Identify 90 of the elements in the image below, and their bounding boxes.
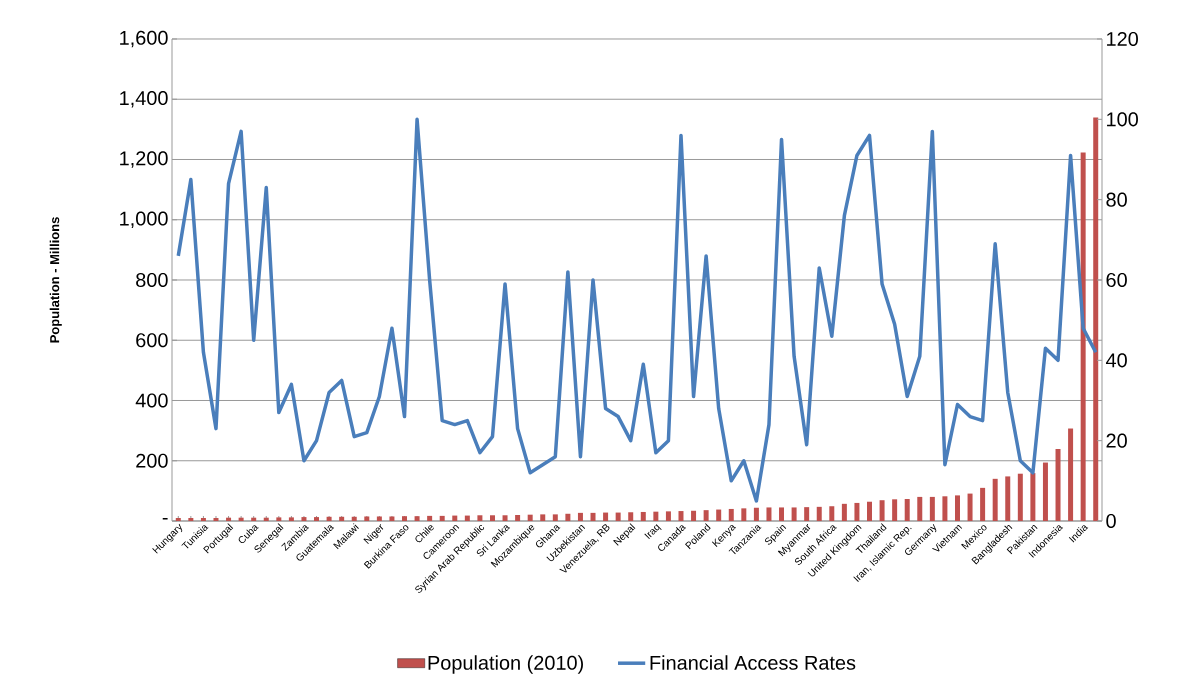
bar bbox=[502, 515, 508, 521]
bar bbox=[942, 496, 948, 521]
bar bbox=[1080, 152, 1086, 521]
bar bbox=[741, 508, 747, 521]
bar bbox=[665, 511, 671, 521]
bar bbox=[489, 515, 495, 521]
bar bbox=[929, 496, 935, 521]
y2-tick-label: 100 bbox=[1107, 112, 1138, 127]
bar bbox=[414, 516, 420, 521]
legend-label: Population (2010) bbox=[428, 655, 583, 674]
bar bbox=[841, 503, 847, 521]
y2-tick-label: 40 bbox=[1105, 353, 1127, 368]
bar bbox=[829, 506, 835, 521]
y2-tick-label: 80 bbox=[1106, 192, 1127, 207]
bar bbox=[364, 516, 370, 521]
y-tick-label: 600 bbox=[136, 333, 168, 348]
bar bbox=[791, 507, 797, 521]
bar bbox=[1030, 473, 1036, 521]
y-tick-label: 1,200 bbox=[120, 151, 168, 168]
bar bbox=[427, 515, 433, 521]
bar bbox=[389, 516, 395, 521]
line-series bbox=[176, 117, 1098, 503]
bar bbox=[351, 516, 357, 521]
bar bbox=[376, 516, 382, 521]
y2-tick-label: 60 bbox=[1106, 272, 1127, 288]
y2-tick-label: 0 bbox=[1106, 513, 1116, 529]
bar bbox=[577, 512, 583, 521]
y-tick-label: 200 bbox=[136, 453, 168, 468]
bar bbox=[753, 507, 759, 521]
bar bbox=[452, 515, 458, 521]
bar bbox=[804, 507, 810, 521]
bar bbox=[314, 517, 320, 521]
bar bbox=[1042, 462, 1048, 521]
bar bbox=[402, 516, 407, 521]
y2-tick-label: 120 bbox=[1107, 31, 1138, 47]
bar bbox=[653, 511, 659, 521]
y-tick-label: 1,400 bbox=[120, 91, 168, 108]
bar bbox=[904, 499, 910, 521]
bar bbox=[1068, 428, 1074, 521]
bar bbox=[892, 499, 898, 521]
legend-label: Financial Access Rates bbox=[650, 655, 856, 670]
bar bbox=[213, 517, 219, 521]
bar bbox=[1005, 476, 1011, 521]
bar bbox=[854, 502, 860, 521]
bar bbox=[527, 514, 533, 521]
bar bbox=[867, 501, 872, 521]
bar bbox=[200, 517, 206, 521]
y-tick-label: - bbox=[162, 517, 168, 520]
bar bbox=[640, 511, 646, 521]
bar bbox=[565, 513, 571, 521]
bar bbox=[766, 507, 772, 521]
y-tick-label: 800 bbox=[136, 272, 168, 288]
y-tick-label: 1,600 bbox=[120, 30, 168, 48]
bar bbox=[590, 512, 596, 521]
bar bbox=[540, 514, 546, 521]
y2-tick-label: 20 bbox=[1106, 433, 1127, 448]
bar bbox=[175, 517, 181, 521]
bar bbox=[464, 515, 470, 521]
bar bbox=[615, 512, 621, 521]
bar bbox=[1017, 473, 1023, 521]
y-tick-label: 400 bbox=[135, 393, 168, 408]
bar bbox=[188, 517, 194, 521]
bar bbox=[439, 515, 445, 521]
bar bbox=[879, 500, 885, 521]
bar bbox=[917, 496, 923, 521]
bar bbox=[816, 506, 822, 521]
bar bbox=[967, 493, 973, 521]
bar bbox=[716, 509, 722, 521]
bar bbox=[1055, 449, 1061, 521]
bar bbox=[954, 495, 960, 521]
bar bbox=[703, 510, 709, 521]
bar bbox=[339, 516, 345, 521]
bar bbox=[691, 510, 697, 521]
bar bbox=[552, 514, 558, 521]
bar bbox=[628, 512, 634, 521]
bar bbox=[477, 515, 483, 521]
bar bbox=[515, 514, 521, 521]
bar bbox=[288, 517, 294, 521]
bar bbox=[728, 508, 734, 521]
bar bbox=[678, 511, 684, 521]
bar bbox=[326, 516, 332, 521]
bar bbox=[301, 517, 307, 521]
bar bbox=[276, 517, 282, 521]
y-tick-label: 1,000 bbox=[120, 211, 168, 228]
bar bbox=[603, 512, 609, 521]
bar bbox=[1093, 117, 1099, 521]
bar bbox=[779, 507, 785, 521]
y-axis-title: Population - Millions bbox=[49, 217, 62, 343]
bar bbox=[980, 487, 986, 521]
bar bbox=[992, 478, 998, 521]
